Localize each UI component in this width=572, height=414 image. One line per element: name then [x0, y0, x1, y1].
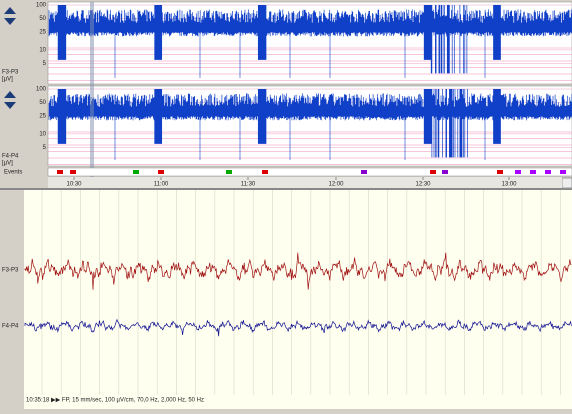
event-marker[interactable]: [442, 170, 448, 174]
time-label: 13:00: [501, 182, 517, 188]
events-label: Events: [4, 170, 22, 176]
channel-unit: [µV]: [2, 161, 13, 167]
scale-label: 10: [39, 47, 46, 53]
event-marker[interactable]: [70, 170, 76, 174]
scroll-button[interactable]: [561, 177, 572, 189]
event-marker[interactable]: [57, 170, 63, 174]
raw-channel-label: F4-P4: [2, 324, 19, 330]
time-label: 11:30: [241, 182, 256, 188]
channel-label: F4-P4: [2, 154, 19, 160]
scale-label: 50: [39, 100, 46, 106]
channel-label: F3-P3: [2, 70, 19, 76]
scale-label: 25: [39, 114, 46, 120]
event-marker[interactable]: [262, 170, 268, 174]
splitter: [0, 188, 572, 190]
time-label: 11:00: [154, 182, 169, 188]
event-marker[interactable]: [530, 170, 536, 174]
event-marker[interactable]: [158, 170, 164, 174]
event-marker[interactable]: [133, 170, 139, 174]
scale-label: 10: [39, 131, 46, 137]
time-axis: [48, 177, 562, 188]
time-label: 12:30: [415, 182, 431, 188]
event-marker[interactable]: [361, 170, 367, 174]
scale-label: 100: [36, 3, 47, 9]
time-label: 12:00: [328, 182, 344, 188]
event-marker[interactable]: [226, 170, 232, 174]
arrow-up[interactable]: [4, 91, 16, 98]
arrow-up[interactable]: [4, 7, 16, 14]
channel-unit: [µV]: [2, 77, 13, 83]
raw-channel-label: F3-P3: [2, 268, 19, 274]
event-marker[interactable]: [430, 170, 436, 174]
status-text: 10:35:18 ▶▶ FP, 15 mm/sec, 100 µV/cm, 70…: [26, 398, 204, 404]
event-marker[interactable]: [497, 170, 503, 174]
scale-label: 100: [36, 87, 47, 93]
trend-signal: [48, 89, 572, 158]
raw-label-strip: [0, 190, 24, 409]
event-marker[interactable]: [560, 170, 566, 174]
time-label: 10:30: [66, 182, 82, 188]
events-track: [47, 167, 572, 177]
event-marker[interactable]: [545, 170, 551, 174]
event-marker[interactable]: [515, 170, 521, 174]
arrow-down[interactable]: [4, 18, 16, 25]
scale-label: 5: [43, 145, 47, 151]
raw-signal: [24, 252, 572, 290]
scale-label: 25: [39, 30, 46, 36]
scale-label: 50: [39, 16, 46, 22]
scale-label: 5: [43, 61, 47, 67]
trend-plot: [47, 1, 572, 85]
cursor[interactable]: [90, 2, 94, 188]
raw-panel: [0, 190, 572, 409]
raw-signal: [24, 318, 572, 337]
trend-signal: [48, 5, 572, 74]
arrow-down[interactable]: [4, 102, 16, 109]
